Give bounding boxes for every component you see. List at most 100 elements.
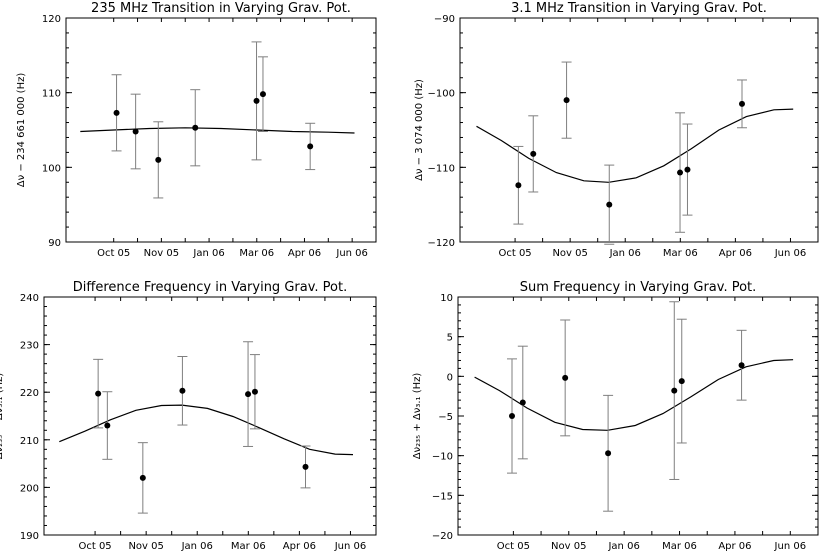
- y-tick-label: −120: [428, 238, 455, 249]
- data-point: [104, 422, 111, 429]
- plot-frame: [43, 296, 377, 536]
- data-point: [563, 97, 570, 104]
- chart-panel-1: 235 MHz Transition in Varying Grav. Pot.…: [16, 1, 377, 259]
- y-tick-label: 0: [447, 372, 453, 383]
- y-tick-label: 90: [48, 238, 61, 249]
- y-axis-label-main: Δν − 3 074 000: [414, 103, 425, 181]
- x-tick-label: Jan 06: [192, 248, 224, 259]
- y-tick-label: −20: [432, 531, 453, 542]
- y-axis-label: Δν − 3 074 000 (Hz): [414, 79, 425, 181]
- y-tick-label: 210: [20, 436, 39, 447]
- x-tick-label: Oct 05: [498, 248, 531, 259]
- y-tick-label: −100: [428, 89, 455, 100]
- data-point: [132, 128, 139, 135]
- y-axis-label-unit: (Hz): [16, 73, 27, 94]
- data-point: [671, 387, 678, 394]
- x-tick-label: Apr 06: [719, 248, 752, 259]
- y-tick-label: −15: [432, 491, 453, 502]
- chart-title: 235 MHz Transition in Varying Grav. Pot.: [91, 1, 351, 16]
- data-point: [519, 399, 526, 406]
- data-point: [192, 124, 199, 131]
- x-tick-label: Mar 06: [231, 541, 266, 552]
- y-tick-label: 10: [440, 293, 453, 304]
- y-tick-label: 230: [20, 341, 39, 352]
- x-tick-label: Apr 06: [718, 541, 751, 552]
- x-tick-label: Nov 05: [551, 541, 586, 552]
- data-point: [139, 474, 146, 481]
- y-tick-label: 240: [20, 293, 39, 304]
- y-axis-label-main: Δν − 234 661 000: [16, 96, 27, 187]
- x-tick-label: Oct 05: [78, 541, 111, 552]
- model-curve: [474, 359, 794, 431]
- data-point: [307, 143, 314, 150]
- data-point: [509, 413, 515, 419]
- y-axis-label: Δν₂₃₅ + Δν₃.₁ (Hz): [412, 373, 423, 460]
- model-curve: [476, 108, 794, 183]
- y-tick-label: 120: [42, 14, 61, 25]
- x-tick-label: Jan 06: [607, 541, 639, 552]
- y-tick-label: 100: [42, 163, 61, 174]
- data-point: [113, 109, 120, 116]
- data-point: [253, 97, 260, 104]
- chart-panel-3: Difference Frequency in Varying Grav. Po…: [0, 280, 377, 552]
- x-tick-label: Jun 06: [774, 248, 807, 259]
- y-axis-label: Δν₂₃₅ − Δν₃.₁ (Hz): [0, 373, 5, 460]
- x-tick-label: Mar 06: [663, 248, 698, 259]
- chart-panel-4: Sum Frequency in Varying Grav. Pot. Oct 0…: [412, 280, 819, 552]
- y-tick-label: −110: [428, 163, 455, 174]
- x-tick-label: Oct 05: [497, 541, 530, 552]
- model-curve: [80, 127, 355, 134]
- x-tick-label: Nov 05: [552, 248, 587, 259]
- x-tick-label: Jun 06: [334, 541, 367, 552]
- data-point: [738, 100, 745, 107]
- data-point: [606, 201, 613, 208]
- chart-panel-2: 3.1 MHz Transition in Varying Grav. Pot.…: [414, 1, 819, 259]
- data-point: [245, 391, 252, 398]
- y-axis-label: Δν − 234 661 000 (Hz): [16, 73, 27, 188]
- data-point: [155, 156, 162, 163]
- data-point: [95, 390, 102, 397]
- data-point: [678, 378, 685, 385]
- y-tick-label: −10: [432, 452, 453, 463]
- x-tick-label: Jun 06: [774, 541, 807, 552]
- y-axis-label-main: Δν₂₃₅ − Δν₃.₁: [0, 396, 5, 459]
- data-point: [738, 362, 745, 369]
- x-tick-label: Mar 06: [662, 541, 697, 552]
- plot-frame: [459, 17, 819, 243]
- data-point: [179, 387, 186, 394]
- data-point: [259, 91, 266, 98]
- y-tick-label: −90: [434, 14, 455, 25]
- data-point: [530, 150, 537, 157]
- x-tick-label: Apr 06: [283, 541, 316, 552]
- y-tick-label: 220: [20, 388, 39, 399]
- x-tick-label: Oct 05: [97, 248, 130, 259]
- x-tick-label: Jun 06: [335, 248, 368, 259]
- data-point: [515, 182, 522, 189]
- x-tick-label: Jan 06: [609, 248, 641, 259]
- x-tick-label: Nov 05: [128, 541, 163, 552]
- model-curve: [59, 404, 354, 456]
- y-tick-label: −5: [438, 412, 453, 423]
- x-tick-label: Jan 06: [181, 541, 213, 552]
- x-tick-label: Apr 06: [288, 248, 321, 259]
- y-tick-label: 200: [20, 483, 39, 494]
- x-tick-label: Mar 06: [239, 248, 274, 259]
- data-point: [605, 450, 612, 457]
- chart-title: Sum Frequency in Varying Grav. Pot.: [520, 280, 757, 295]
- y-tick-label: 5: [447, 333, 453, 344]
- data-point: [562, 374, 569, 381]
- y-tick-label: 110: [42, 89, 61, 100]
- data-point: [684, 166, 691, 173]
- y-axis-label-unit: (Hz): [412, 373, 423, 394]
- plot-frame: [65, 17, 377, 243]
- y-axis-label-unit: (Hz): [414, 79, 425, 100]
- y-tick-label: 190: [20, 531, 39, 542]
- data-point: [302, 463, 309, 470]
- data-point: [251, 388, 258, 395]
- chart-title: 3.1 MHz Transition in Varying Grav. Pot.: [511, 1, 767, 16]
- x-tick-label: Nov 05: [144, 248, 179, 259]
- y-axis-label-main: Δν₂₃₅ + Δν₃.₁: [412, 396, 423, 459]
- chart-title: Difference Frequency in Varying Grav. Po…: [73, 280, 347, 295]
